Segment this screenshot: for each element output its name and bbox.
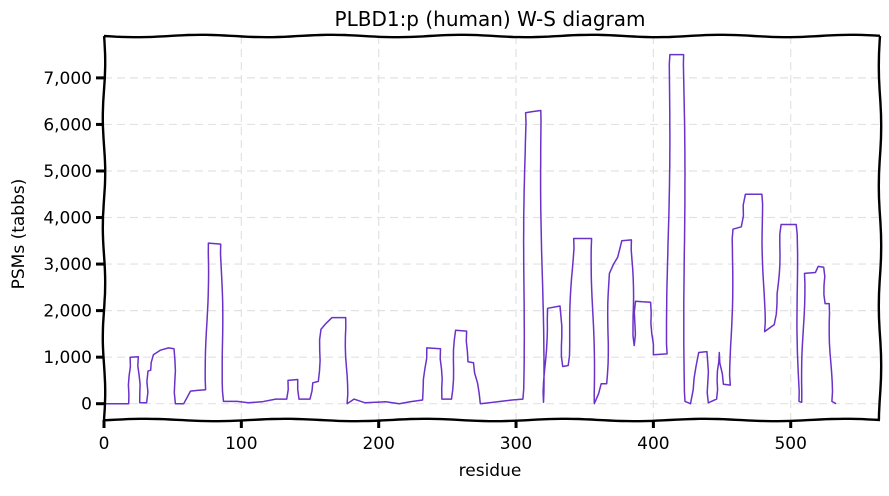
axis-ticks: 0 100 200 300 400 500 0 1,000 2,000 3,000 4,000 5,0… bbox=[43, 69, 807, 454]
y-tick-label: 3,000 bbox=[43, 255, 92, 275]
y-tick-label: 2,000 bbox=[43, 302, 92, 322]
series-line bbox=[104, 53, 837, 405]
y-tick-label: 7,000 bbox=[43, 69, 92, 89]
x-tick-label: 200 bbox=[362, 434, 394, 454]
y-tick-label: 1,000 bbox=[43, 348, 92, 368]
x-tick-label: 0 bbox=[99, 434, 110, 454]
plot-frame bbox=[101, 33, 883, 423]
x-tick-label: 300 bbox=[500, 434, 532, 454]
x-axis-label: residue bbox=[459, 461, 522, 481]
y-tick-label: 0 bbox=[81, 395, 92, 415]
x-tick-label: 100 bbox=[225, 434, 257, 454]
y-axis-label: PSMs (tabbs) bbox=[9, 179, 29, 290]
y-tick-label: 4,000 bbox=[43, 209, 92, 229]
grid bbox=[104, 36, 880, 420]
y-tick-label: 6,000 bbox=[43, 115, 92, 135]
chart-title: PLBD1:p (human) W-S diagram bbox=[335, 7, 646, 31]
y-tick-label: 5,000 bbox=[43, 162, 92, 182]
x-tick-label: 400 bbox=[637, 434, 669, 454]
x-tick-label: 500 bbox=[774, 434, 806, 454]
